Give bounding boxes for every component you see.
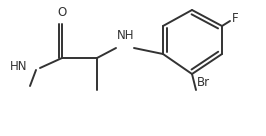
Text: F: F (232, 13, 239, 26)
Text: O: O (57, 6, 66, 19)
Text: Br: Br (197, 76, 210, 89)
Text: NH: NH (117, 29, 135, 42)
Text: HN: HN (10, 61, 27, 73)
